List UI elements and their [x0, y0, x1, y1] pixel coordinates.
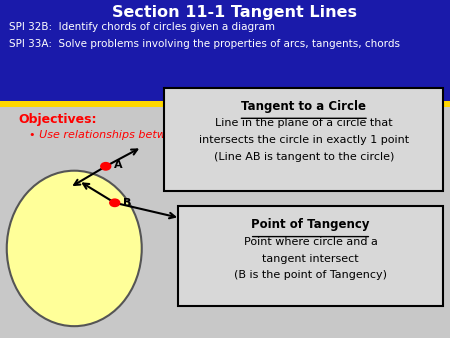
Text: Objectives:: Objectives: — [18, 113, 96, 126]
Text: B: B — [123, 198, 131, 208]
Circle shape — [101, 163, 111, 170]
Text: Tangent to a Circle: Tangent to a Circle — [241, 100, 366, 113]
Circle shape — [110, 199, 120, 207]
Text: • Use relationships between a radius and a tangent: • Use relationships between a radius and… — [29, 130, 317, 140]
Text: SPI 33A:  Solve problems involving the properties of arcs, tangents, chords: SPI 33A: Solve problems involving the pr… — [9, 39, 400, 49]
Text: (B is the point of Tangency): (B is the point of Tangency) — [234, 270, 387, 281]
Text: Section 11-1 Tangent Lines: Section 11-1 Tangent Lines — [112, 5, 356, 20]
Text: SPI 32B:  Identify chords of circles given a diagram: SPI 32B: Identify chords of circles give… — [9, 22, 275, 32]
Text: A: A — [114, 160, 122, 170]
FancyBboxPatch shape — [178, 206, 443, 306]
Text: Point where circle and a: Point where circle and a — [243, 237, 378, 247]
Text: Line in the plane of a circle that: Line in the plane of a circle that — [215, 118, 392, 128]
Text: Point of Tangency: Point of Tangency — [251, 218, 370, 231]
FancyBboxPatch shape — [164, 88, 443, 191]
FancyBboxPatch shape — [0, 0, 450, 101]
FancyBboxPatch shape — [0, 101, 450, 107]
Text: tangent intersect: tangent intersect — [262, 254, 359, 264]
Text: (Line AB is tangent to the circle): (Line AB is tangent to the circle) — [214, 152, 394, 162]
Text: intersects the circle in exactly 1 point: intersects the circle in exactly 1 point — [199, 135, 409, 145]
Ellipse shape — [7, 171, 142, 326]
